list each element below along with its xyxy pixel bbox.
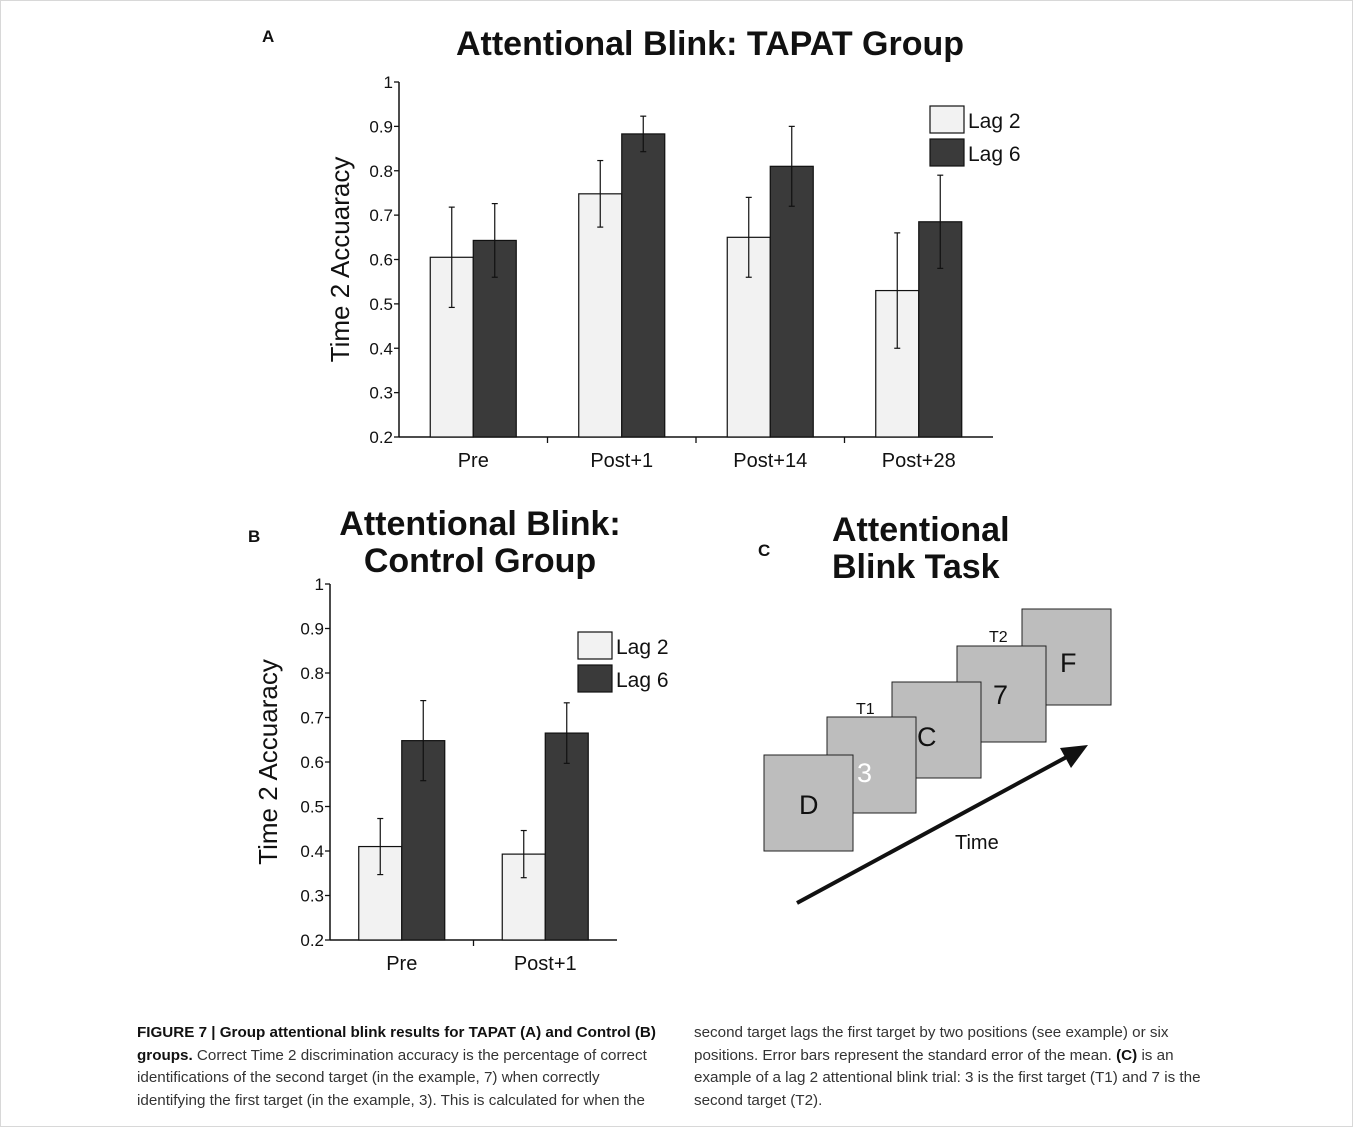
card-3-text: 3	[857, 758, 872, 788]
t1-label: T1	[856, 701, 875, 718]
time-label: Time	[955, 832, 999, 854]
caption-right-bold: (C)	[1116, 1047, 1137, 1064]
caption-left-body: Correct Time 2 discrimination accuracy i…	[137, 1047, 647, 1109]
caption-right: second target lags the first target by t…	[694, 1022, 1226, 1112]
card-f-text: F	[1060, 648, 1077, 678]
task-diagram: Time F 7 C 3 D T1 T2	[0, 0, 1354, 980]
figure-7: A Attentional Blink: TAPAT Group 0.2 0.3 0…	[0, 0, 1354, 980]
card-d: D	[764, 755, 853, 851]
card-d-text: D	[799, 790, 819, 820]
caption-left: FIGURE 7 | Group attentional blink resul…	[137, 1022, 662, 1112]
t2-label: T2	[989, 629, 1008, 646]
card-7-text: 7	[993, 680, 1008, 710]
caption-right-part1: second target lags the first target by t…	[694, 1024, 1168, 1064]
card-c-text: C	[917, 722, 937, 752]
